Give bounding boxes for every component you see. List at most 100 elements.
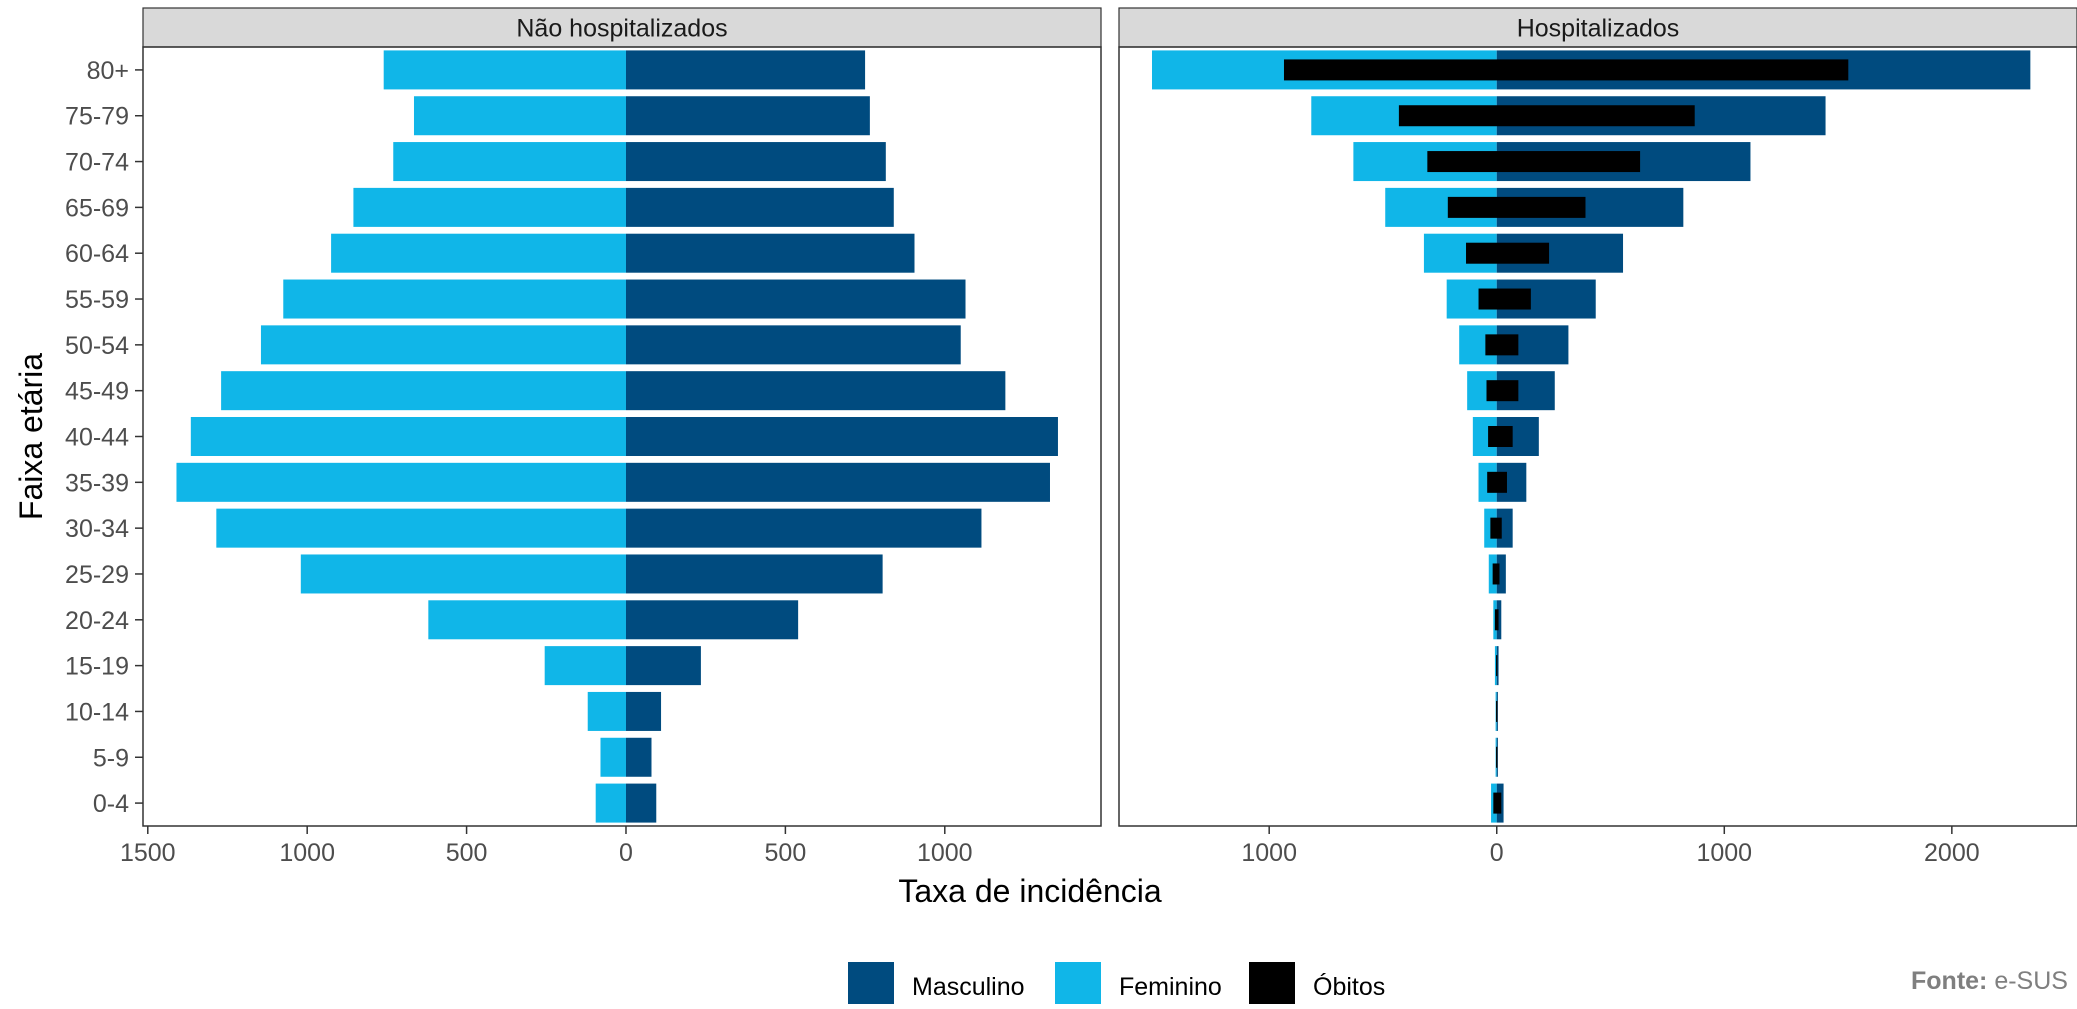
y-tick-label-70-74: 70-74	[65, 149, 129, 177]
bar-feminino-nao-hosp-0-4	[595, 783, 626, 823]
bar-masculino-hosp-25-29	[1496, 554, 1506, 594]
legend-label-óbitos: Óbitos	[1313, 972, 1385, 1001]
bar-masculino-nao-hosp-40-44	[625, 417, 1058, 456]
y-tick-label-45-49: 45-49	[65, 378, 129, 406]
source-text: e-SUS	[1994, 967, 2068, 995]
legend-swatch-óbitos	[1249, 962, 1295, 1008]
bar-feminino-nao-hosp-60-64	[331, 233, 626, 273]
bar-masculino-nao-hosp-65-69	[625, 187, 894, 227]
bar-masculino-nao-hosp-20-24	[625, 600, 799, 640]
y-tick-label-15-19: 15-19	[65, 653, 129, 681]
x-tick-label-nao-hosp: 1500	[120, 839, 176, 867]
y-tick-label-25-29: 25-29	[65, 561, 129, 589]
bar-feminino-nao-hosp-50-54	[260, 325, 626, 365]
y-tick-label-75-79: 75-79	[65, 103, 129, 131]
bar-masculino-nao-hosp-15-19	[625, 646, 701, 686]
x-tick-label-hosp: 0	[1490, 839, 1504, 867]
y-axis-title: Faixa etária	[13, 353, 49, 520]
bar-feminino-nao-hosp-20-24	[428, 600, 626, 640]
bar-obitos-hosp-60-64	[1466, 242, 1550, 264]
source-label: Fonte:	[1911, 967, 1994, 995]
bar-masculino-nao-hosp-50-54	[625, 325, 961, 365]
bar-obitos-hosp-70-74	[1427, 151, 1641, 173]
bar-obitos-hosp-25-29	[1492, 563, 1500, 585]
bar-obitos-hosp-40-44	[1488, 426, 1513, 447]
bar-obitos-hosp-55-59	[1478, 288, 1531, 310]
bar-masculino-nao-hosp-75-79	[625, 96, 870, 136]
bar-masculino-hosp-20-24	[1496, 600, 1502, 640]
bar-obitos-hosp-80+	[1283, 59, 1849, 81]
bar-feminino-nao-hosp-15-19	[544, 646, 626, 686]
bar-feminino-nao-hosp-55-59	[283, 279, 626, 319]
bar-masculino-nao-hosp-25-29	[625, 554, 883, 594]
bar-obitos-hosp-35-39	[1487, 471, 1507, 493]
bar-obitos-hosp-30-34	[1490, 517, 1502, 539]
x-tick-label-nao-hosp: 500	[446, 839, 488, 867]
bar-masculino-nao-hosp-80+	[625, 50, 866, 90]
y-tick-label-50-54: 50-54	[65, 332, 129, 360]
bar-obitos-hosp-20-24	[1494, 609, 1499, 631]
y-tick-label-5-9: 5-9	[93, 744, 129, 772]
facet-title-nao-hosp: Não hospitalizados	[516, 15, 727, 43]
bar-feminino-nao-hosp-70-74	[393, 142, 626, 182]
x-tick-label-hosp: 2000	[1924, 839, 1980, 867]
bar-obitos-hosp-75-79	[1398, 105, 1695, 127]
bar-obitos-hosp-15-19	[1496, 655, 1498, 677]
y-tick-label-20-24: 20-24	[65, 607, 129, 635]
facet-strip-hosp	[1118, 7, 2077, 48]
bar-feminino-nao-hosp-80+	[383, 50, 626, 90]
y-tick-label-65-69: 65-69	[65, 194, 129, 222]
bar-feminino-nao-hosp-25-29	[300, 554, 626, 594]
y-tick-label-0-4: 0-4	[93, 790, 129, 818]
x-axis-title: Taxa de incidência	[898, 873, 1161, 909]
legend-swatch-feminino	[1055, 962, 1101, 1008]
bar-obitos-hosp-50-54	[1485, 334, 1519, 356]
bar-feminino-nao-hosp-45-49	[221, 371, 626, 411]
y-tick-label-30-34: 30-34	[65, 515, 129, 543]
x-tick-label-hosp: 1000	[1241, 839, 1297, 867]
x-tick-label-nao-hosp: 0	[619, 839, 633, 867]
bar-feminino-nao-hosp-75-79	[413, 96, 626, 136]
bar-feminino-hosp-15-19	[1494, 646, 1497, 686]
x-tick-label-nao-hosp: 1000	[917, 839, 973, 867]
bar-obitos-hosp-0-4	[1493, 792, 1502, 814]
bar-masculino-nao-hosp-30-34	[625, 508, 982, 548]
y-tick-label-80+: 80+	[87, 57, 129, 85]
bar-obitos-hosp-10-14	[1496, 700, 1498, 722]
bar-feminino-nao-hosp-65-69	[353, 187, 626, 227]
bar-feminino-nao-hosp-10-14	[587, 691, 626, 731]
facet-title-hosp: Hospitalizados	[1517, 15, 1680, 43]
bar-obitos-hosp-65-69	[1447, 196, 1586, 218]
legend-label-masculino: Masculino	[912, 973, 1025, 1001]
bar-feminino-nao-hosp-30-34	[216, 508, 626, 548]
bar-masculino-nao-hosp-10-14	[625, 691, 662, 731]
source-caption: Fonte: e-SUS	[1911, 967, 2068, 995]
legend-swatch-masculino	[848, 962, 894, 1008]
bar-masculino-nao-hosp-0-4	[625, 783, 657, 823]
x-tick-label-hosp: 1000	[1696, 839, 1752, 867]
bar-masculino-nao-hosp-45-49	[625, 371, 1006, 411]
bar-obitos-hosp-45-49	[1486, 380, 1519, 402]
x-tick-label-nao-hosp: 1000	[279, 839, 335, 867]
bar-masculino-hosp-15-19	[1496, 646, 1499, 686]
bar-masculino-nao-hosp-60-64	[625, 233, 915, 273]
bar-masculino-nao-hosp-35-39	[625, 462, 1050, 502]
bar-feminino-nao-hosp-35-39	[176, 462, 626, 502]
y-tick-label-10-14: 10-14	[65, 698, 129, 726]
y-tick-label-40-44: 40-44	[65, 424, 129, 452]
bar-masculino-nao-hosp-5-9	[625, 737, 652, 777]
legend-label-feminino: Feminino	[1119, 973, 1222, 1001]
bar-feminino-nao-hosp-5-9	[600, 737, 626, 777]
x-tick-label-nao-hosp: 500	[765, 839, 807, 867]
facet-strip-nao-hosp	[142, 7, 1102, 48]
y-tick-label-60-64: 60-64	[65, 240, 129, 268]
bar-masculino-nao-hosp-55-59	[625, 279, 966, 319]
bar-masculino-nao-hosp-70-74	[625, 142, 886, 182]
bar-feminino-nao-hosp-40-44	[190, 417, 626, 456]
panel-border-hosp	[1118, 46, 2077, 827]
y-tick-label-55-59: 55-59	[65, 286, 129, 314]
y-tick-label-35-39: 35-39	[65, 469, 129, 497]
bar-obitos-hosp-5-9	[1496, 746, 1498, 768]
